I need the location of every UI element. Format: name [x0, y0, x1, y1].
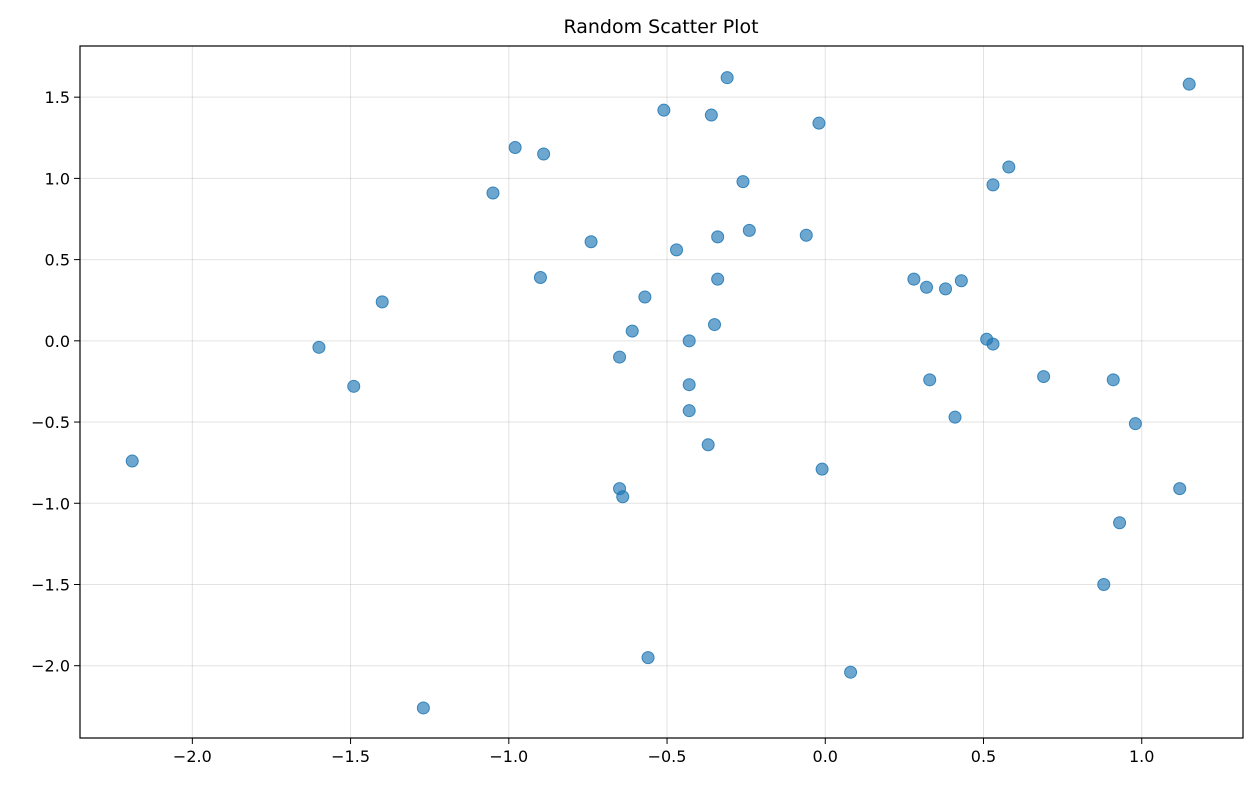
scatter-point: [682, 378, 696, 392]
scatter-point: [638, 290, 652, 304]
scatter-point: [375, 295, 389, 309]
scatter-point: [616, 490, 630, 504]
y-tick-label: 0.0: [45, 332, 70, 351]
scatter-point: [641, 651, 655, 665]
scatter-point: [1002, 160, 1016, 174]
x-tick-label: 0.0: [813, 747, 838, 766]
scatter-point: [720, 71, 734, 85]
y-tick-label: 0.5: [45, 251, 70, 270]
scatter-point: [1097, 577, 1111, 591]
scatter-point: [701, 438, 715, 452]
x-tick-label: −0.5: [648, 747, 687, 766]
x-tick-label: 0.5: [971, 747, 996, 766]
scatter-point: [954, 274, 968, 288]
scatter-point: [670, 243, 684, 257]
scatter-point: [986, 178, 1000, 192]
scatter-point: [1182, 77, 1196, 91]
scatter-point: [844, 665, 858, 679]
scatter-point: [125, 454, 139, 468]
scatter-point: [1173, 482, 1187, 496]
scatter-point: [711, 230, 725, 244]
scatter-point: [1128, 417, 1142, 431]
x-tick-label: −1.0: [489, 747, 528, 766]
scatter-point: [613, 350, 627, 364]
scatter-point: [920, 280, 934, 294]
scatter-point: [907, 272, 921, 286]
x-tick-label: 1.0: [1129, 747, 1154, 766]
plot-frame: [79, 45, 1244, 739]
scatter-point: [1113, 516, 1127, 530]
scatter-point: [508, 141, 522, 155]
scatter-point: [711, 272, 725, 286]
data-points: [125, 71, 1196, 715]
scatter-point: [347, 379, 361, 393]
y-axis: 1.5 1.0 0.5 0.0 −0.5 −1.0 −1.5 −2.0: [31, 88, 80, 676]
scatter-point: [486, 186, 500, 200]
grid-lines: [80, 46, 1243, 738]
scatter-point: [742, 223, 756, 237]
x-tick-label: −1.5: [331, 747, 370, 766]
scatter-point: [986, 337, 1000, 351]
scatter-point: [682, 404, 696, 418]
scatter-point: [657, 103, 671, 117]
scatter-point: [625, 324, 639, 338]
scatter-point: [1037, 370, 1051, 384]
scatter-point: [584, 235, 598, 249]
scatter-point: [537, 147, 551, 161]
scatter-point: [1106, 373, 1120, 387]
y-tick-label: −1.5: [31, 575, 70, 594]
x-tick-label: −2.0: [173, 747, 212, 766]
y-tick-label: −2.0: [31, 657, 70, 676]
scatter-point: [799, 228, 813, 242]
scatter-point: [312, 340, 326, 354]
scatter-point: [815, 462, 829, 476]
scatter-point: [416, 701, 430, 715]
scatter-point: [948, 410, 962, 424]
scatter-point: [704, 108, 718, 122]
y-tick-label: 1.0: [45, 169, 70, 188]
scatter-point: [736, 175, 750, 189]
scatter-point: [923, 373, 937, 387]
scatter-point: [708, 318, 722, 332]
scatter-point: [533, 270, 547, 284]
scatter-point: [939, 282, 953, 296]
scatter-point: [682, 334, 696, 348]
y-tick-label: −1.0: [31, 494, 70, 513]
y-tick-label: −0.5: [31, 413, 70, 432]
y-tick-label: 1.5: [45, 88, 70, 107]
scatter-point: [812, 116, 826, 130]
chart-title: Random Scatter Plot: [563, 16, 758, 38]
x-axis: −2.0 −1.5 −1.0 −0.5 0.0 0.5 1.0: [173, 738, 1154, 766]
